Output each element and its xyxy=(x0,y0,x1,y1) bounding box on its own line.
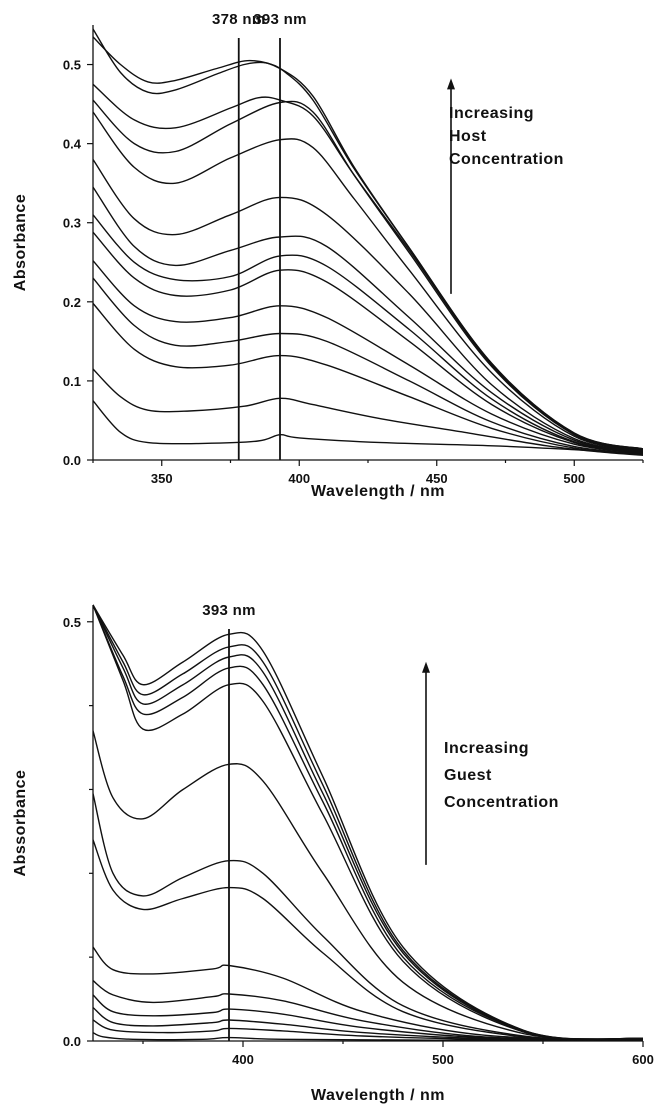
spectrum-series-6 xyxy=(93,946,643,1040)
annotation-line-2: Guest xyxy=(444,767,492,784)
y-tick-label: 0.5 xyxy=(63,58,81,73)
marker-label-378: 378 nm xyxy=(212,11,266,28)
y-tick-label: 0.0 xyxy=(63,453,81,468)
spectrum-series-12 xyxy=(93,604,643,1041)
spectrum-series-9 xyxy=(93,159,643,452)
spectra-series-group xyxy=(93,28,643,456)
spectrum-series-12 xyxy=(93,83,643,451)
increase-arrow-head xyxy=(422,661,430,673)
spectrum-series-11 xyxy=(93,604,643,1041)
x-axis-label: Wavelength / nm xyxy=(311,1087,445,1104)
y-tick-label: 0.4 xyxy=(63,137,82,152)
spectrum-series-7 xyxy=(93,839,643,1041)
x-tick-label: 500 xyxy=(432,1052,454,1067)
spectrum-series-7 xyxy=(93,214,643,453)
spectrum-series-8 xyxy=(93,186,643,453)
x-tick-label: 450 xyxy=(426,471,448,486)
y-axis-label: Absorbance xyxy=(12,194,29,291)
spectrum-series-3 xyxy=(93,1006,643,1041)
spectrum-series-8 xyxy=(93,793,643,1041)
spectrum-series-6 xyxy=(93,231,643,454)
guest-titration-chart: 400 500 600 0.0 0.5 Wavelength / nm Abssorbanc… xyxy=(12,602,654,1104)
spectrum-series-4 xyxy=(93,994,643,1041)
y-tick-label: 0.1 xyxy=(63,374,81,389)
spectrum-series-10 xyxy=(93,604,643,1041)
annotation-line-2: Host xyxy=(449,128,487,145)
spectrum-series-1 xyxy=(93,400,643,455)
annotation-line-1: Increasing xyxy=(444,740,529,757)
spectrum-series-5 xyxy=(93,260,643,454)
x-tick-label: 600 xyxy=(632,1052,654,1067)
increase-arrow-head xyxy=(447,78,455,90)
x-tick-label: 500 xyxy=(563,471,585,486)
x-tick-label: 400 xyxy=(288,471,310,486)
spectrum-series-4 xyxy=(93,277,643,455)
x-axis-label: Wavelength / nm xyxy=(311,483,445,500)
spectrum-series-14 xyxy=(93,28,643,450)
spectrum-series-13 xyxy=(93,36,643,450)
spectrum-series-14 xyxy=(93,604,643,1041)
spectrum-series-13 xyxy=(93,604,643,1040)
spectrum-series-10 xyxy=(93,111,643,452)
y-axis-label: Abssorbance xyxy=(12,770,29,877)
annotation-line-1: Increasing xyxy=(449,105,534,122)
y-tick-label: 0.3 xyxy=(63,216,81,231)
annotation-line-3: Concentration xyxy=(449,151,564,168)
host-titration-chart: 350 400 450 500 0.0 0.1 0.2 0.3 0.4 0.5 Wavelength… xyxy=(12,11,644,500)
spectrum-series-9 xyxy=(93,730,643,1040)
spectrum-series-5 xyxy=(93,980,643,1041)
y-tick-label: 0.5 xyxy=(63,615,81,630)
y-tick-label: 0.2 xyxy=(63,295,81,310)
spectrum-series-3 xyxy=(93,302,643,456)
x-tick-label: 350 xyxy=(151,471,173,486)
marker-label-393: 393 nm xyxy=(253,11,307,28)
y-tick-label: 0.0 xyxy=(63,1034,81,1049)
marker-label-393: 393 nm xyxy=(202,602,256,619)
spectra-series-group xyxy=(93,604,643,1041)
x-tick-label: 400 xyxy=(232,1052,254,1067)
spectrum-series-11 xyxy=(93,99,643,451)
annotation-line-3: Concentration xyxy=(444,794,559,811)
spectrum-series-2 xyxy=(93,368,643,456)
spectrum-series-2 xyxy=(93,1019,643,1041)
